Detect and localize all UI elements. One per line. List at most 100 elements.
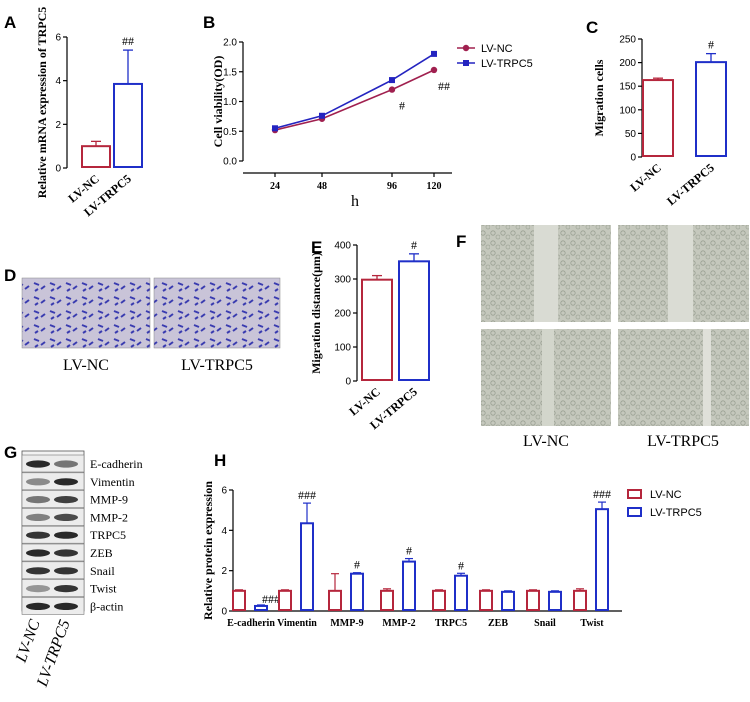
bar — [402, 560, 416, 612]
y-tick-label: 200 — [619, 58, 636, 69]
x-tick-label: 48 — [317, 181, 327, 192]
category-label: E-cadherin — [227, 618, 275, 629]
legend-b-label-nc: LV-NC — [481, 43, 513, 55]
legend-label-nc: LV-NC — [650, 489, 682, 501]
significance-mark: ## — [438, 79, 450, 93]
transwell-images: LV-NC LV-TRPC5 — [21, 277, 281, 374]
category-label: MMP-9 — [330, 618, 363, 629]
data-point — [272, 125, 278, 132]
legend-h: LV-NC LV-TRPC5 — [627, 489, 702, 519]
category-label: TRPC5 — [435, 618, 467, 629]
y-tick-label: 0 — [55, 164, 61, 175]
y-axis-title: Relative protein expression — [201, 481, 215, 620]
data-point — [430, 66, 438, 74]
bar-lv-trpc5 — [398, 260, 430, 382]
y-tick-label: 6 — [221, 486, 227, 497]
y-tick-label: 100 — [334, 343, 351, 354]
blot-protein-label: Vimentin — [90, 475, 135, 489]
y-tick-label: 300 — [334, 275, 351, 286]
y-tick-label: 0 — [221, 607, 227, 618]
significance-mark: ### — [298, 488, 316, 502]
bar — [254, 604, 268, 611]
bar-lv-trpc5 — [695, 61, 727, 157]
panel-label-c: C — [586, 18, 598, 37]
y-tick-label: 4 — [55, 76, 61, 87]
legend-swatch-trpc5 — [627, 507, 642, 517]
bar — [501, 590, 515, 612]
y-tick-label: 50 — [625, 129, 637, 140]
legend-marker-nc — [462, 44, 470, 52]
category-label: Vimentin — [277, 618, 317, 629]
x-tick-label: 96 — [387, 181, 397, 192]
legend-swatch-nc — [627, 489, 642, 499]
blot-row — [21, 490, 85, 508]
blot-band — [26, 602, 50, 611]
blot-band — [26, 478, 50, 486]
caption-d-trpc5: LV-TRPC5 — [181, 357, 253, 374]
blot-band — [26, 585, 50, 593]
wound-images: LV-NC LV-TRPC5 — [481, 225, 749, 450]
caption-d-nc: LV-NC — [63, 357, 109, 374]
bar — [432, 589, 446, 611]
blot-band — [54, 585, 78, 593]
y-axis-title: Migration distance(μm) — [309, 252, 323, 374]
data-point — [319, 112, 325, 119]
category-label: LV-TRPC5 — [664, 161, 717, 209]
blot-band — [54, 513, 78, 522]
y-tick-label: 6 — [55, 33, 61, 44]
bar-lv-nc — [81, 145, 111, 169]
blot-protein-label: MMP-2 — [90, 510, 128, 524]
wound-image-trpc5-24h — [618, 329, 749, 426]
wound-gap-trpc5-24h — [703, 329, 711, 426]
y-tick-label: 4 — [221, 526, 227, 537]
blot-row — [21, 508, 85, 526]
y-tick-label: 400 — [334, 241, 351, 252]
blot-band — [54, 531, 78, 539]
blot-band — [26, 513, 50, 522]
bar-lv-trpc5 — [113, 82, 143, 168]
panel-label-a: A — [4, 13, 16, 32]
data-point — [431, 50, 437, 57]
series-line-lv-nc — [274, 69, 435, 131]
y-tick-label: 0 — [630, 153, 636, 164]
blot-protein-label: Twist — [90, 582, 117, 596]
y-tick-label: 150 — [619, 82, 636, 93]
bar — [573, 589, 587, 611]
bar — [350, 572, 364, 611]
bar — [526, 589, 540, 611]
blot-band — [26, 460, 50, 468]
data-point — [389, 77, 395, 84]
panel-label-d: D — [4, 266, 16, 285]
western-blot: E-cadherin Vimentin MMP-9 MMP-2 TRPC5 ZEB Snai… — [12, 450, 143, 690]
bar — [232, 589, 246, 611]
blot-band — [26, 567, 50, 575]
legend-b-label-trpc5: LV-TRPC5 — [481, 58, 533, 70]
y-axis-title: Migration cells — [592, 59, 606, 136]
blot-row — [21, 454, 85, 473]
y-tick-label: 200 — [334, 309, 351, 320]
y-tick-label: 250 — [619, 35, 636, 46]
bar-lv-nc — [642, 79, 674, 157]
blot-protein-label: MMP-9 — [90, 493, 128, 507]
data-point — [388, 86, 396, 93]
significance-mark: ## — [122, 34, 134, 48]
category-label: Twist — [580, 618, 604, 629]
blot-protein-label: TRPC5 — [90, 528, 126, 542]
y-axis-title: Cell viability(OD) — [211, 56, 225, 148]
blot-band — [54, 496, 78, 504]
y-tick-label: 0 — [345, 377, 351, 388]
x-tick-label: 120 — [427, 181, 442, 192]
category-label: LV-NC — [627, 161, 664, 195]
panel-label-b: B — [203, 13, 215, 32]
significance-mark: ### — [262, 592, 280, 606]
bar — [300, 522, 314, 612]
blot-band — [26, 531, 50, 539]
wound-gap-nc-0h — [534, 225, 558, 322]
transwell-image-trpc5 — [153, 277, 281, 349]
legend-b: LV-NC LV-TRPC5 — [457, 43, 533, 70]
blot-row — [21, 579, 85, 597]
panel-label-h: H — [214, 451, 226, 470]
blot-row — [21, 597, 85, 615]
blot-row — [21, 472, 85, 491]
